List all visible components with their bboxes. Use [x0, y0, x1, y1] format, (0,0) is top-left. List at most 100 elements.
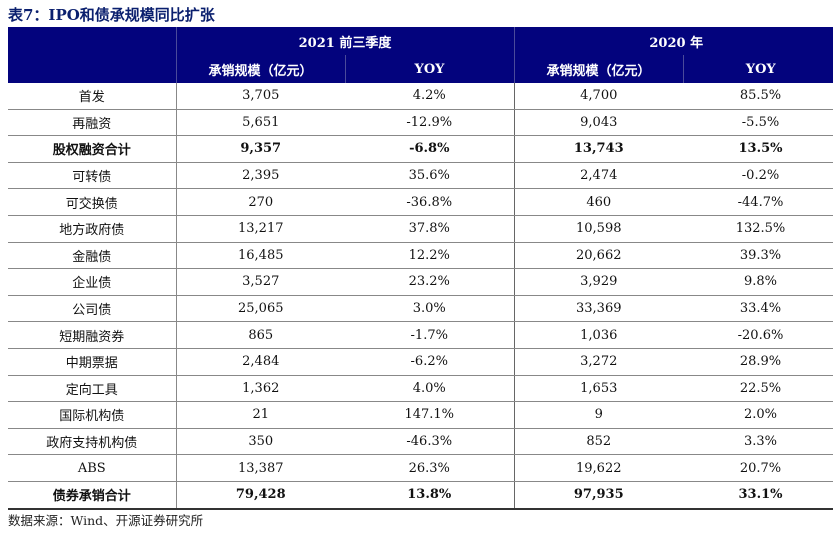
yoy-2021: 23.2%: [345, 268, 514, 296]
row-label: 中期票据: [8, 348, 176, 376]
yoy-2021: 4.0%: [345, 375, 514, 403]
table-row: 短期融资券 865 -1.7% 1,036 -20.6%: [8, 321, 833, 349]
table-row: 股权融资合计 9,357 -6.8% 13,743 13.5%: [8, 135, 833, 163]
yoy-2020: 3.3%: [683, 428, 833, 456]
yoy-2021: 12.2%: [345, 242, 514, 270]
amount-2020: 20,662: [513, 242, 683, 270]
yoy-2021: -1.7%: [345, 321, 514, 349]
yoy-2020: 20.7%: [683, 454, 833, 482]
yoy-2020: 33.4%: [683, 295, 833, 323]
yoy-2021: -12.9%: [345, 109, 514, 137]
amount-2020: 4,700: [513, 83, 683, 110]
yoy-2020: 13.5%: [683, 135, 833, 163]
row-label: 金融债: [8, 242, 176, 270]
table-row: ABS 13,387 26.3% 19,622 20.7%: [8, 454, 833, 482]
yoy-2021: 4.2%: [345, 83, 514, 110]
header-2021: 2021 前三季度: [175, 27, 514, 55]
row-label: 可交换债: [8, 188, 176, 216]
table-row: 地方政府债 13,217 37.8% 10,598 132.5%: [8, 215, 833, 243]
amount-2020: 33,369: [513, 295, 683, 323]
yoy-2021: -46.3%: [345, 428, 514, 456]
amount-2020: 460: [513, 188, 683, 216]
header-row-periods: 2021 前三季度 2020 年: [8, 27, 833, 55]
row-label: 首发: [8, 83, 176, 110]
row-label: 短期融资券: [8, 321, 176, 349]
table-row: 再融资 5,651 -12.9% 9,043 -5.5%: [8, 109, 833, 137]
yoy-2021: 35.6%: [345, 162, 514, 190]
table-title: 表7：IPO和债承规模同比扩张: [8, 6, 215, 24]
amount-2021: 2,484: [175, 348, 345, 376]
yoy-2021: 147.1%: [345, 401, 514, 429]
amount-2021: 5,651: [175, 109, 345, 137]
yoy-2020: -20.6%: [683, 321, 833, 349]
amount-2020: 1,653: [513, 375, 683, 403]
yoy-2020: -44.7%: [683, 188, 833, 216]
header-yoy-2021: YOY: [344, 55, 514, 83]
yoy-2020: -0.2%: [683, 162, 833, 190]
table-row: 中期票据 2,484 -6.2% 3,272 28.9%: [8, 348, 833, 376]
yoy-2020: 39.3%: [683, 242, 833, 270]
amount-2020: 852: [513, 428, 683, 456]
table-row: 首发 3,705 4.2% 4,700 85.5%: [8, 83, 833, 110]
underwriting-table: 2021 前三季度 2020 年 承销规模（亿元） YOY 承销规模（亿元） Y…: [8, 27, 833, 510]
table-row: 金融债 16,485 12.2% 20,662 39.3%: [8, 242, 833, 270]
yoy-2020: 2.0%: [683, 401, 833, 429]
row-label: 国际机构债: [8, 401, 176, 429]
amount-2021: 13,217: [175, 215, 345, 243]
table-row: 定向工具 1,362 4.0% 1,653 22.5%: [8, 375, 833, 403]
amount-2020: 1,036: [513, 321, 683, 349]
yoy-2021: 26.3%: [345, 454, 514, 482]
amount-2021: 350: [175, 428, 345, 456]
amount-2020: 13,743: [513, 135, 683, 163]
amount-2021: 13,387: [175, 454, 345, 482]
yoy-2020: 9.8%: [683, 268, 833, 296]
row-label: 公司债: [8, 295, 176, 323]
amount-2021: 2,395: [175, 162, 345, 190]
amount-2021: 3,705: [175, 83, 345, 110]
amount-2020: 2,474: [513, 162, 683, 190]
yoy-2020: 85.5%: [683, 83, 833, 110]
amount-2020: 19,622: [513, 454, 683, 482]
header-blank: [8, 27, 176, 55]
table-row: 公司债 25,065 3.0% 33,369 33.4%: [8, 295, 833, 323]
amount-2020: 3,929: [513, 268, 683, 296]
amount-2021: 9,357: [175, 135, 345, 163]
amount-2021: 16,485: [175, 242, 345, 270]
amount-2021: 21: [175, 401, 345, 429]
row-label: 定向工具: [8, 375, 176, 403]
yoy-2021: 3.0%: [345, 295, 514, 323]
amount-2020: 97,935: [513, 481, 683, 510]
amount-2020: 9,043: [513, 109, 683, 137]
header-amount-2021: 承销规模（亿元）: [175, 55, 345, 83]
yoy-2020: 33.1%: [683, 481, 833, 510]
yoy-2020: -5.5%: [683, 109, 833, 137]
row-label: 再融资: [8, 109, 176, 137]
amount-2021: 270: [175, 188, 345, 216]
header-blank: [8, 55, 176, 83]
amount-2020: 3,272: [513, 348, 683, 376]
yoy-2021: 37.8%: [345, 215, 514, 243]
row-label: 可转债: [8, 162, 176, 190]
yoy-2020: 132.5%: [683, 215, 833, 243]
table-row: 债券承销合计 79,428 13.8% 97,935 33.1%: [8, 481, 833, 510]
yoy-2021: -6.8%: [345, 135, 514, 163]
yoy-2021: 13.8%: [345, 481, 514, 510]
row-label: 企业债: [8, 268, 176, 296]
table-row: 政府支持机构债 350 -46.3% 852 3.3%: [8, 428, 833, 456]
header-amount-2020: 承销规模（亿元）: [513, 55, 683, 83]
row-label: 政府支持机构债: [8, 428, 176, 456]
yoy-2020: 28.9%: [683, 348, 833, 376]
row-label: 股权融资合计: [8, 135, 176, 163]
source-note: 数据来源：Wind、开源证券研究所: [8, 513, 204, 528]
amount-2021: 865: [175, 321, 345, 349]
row-label: 地方政府债: [8, 215, 176, 243]
yoy-2021: -6.2%: [345, 348, 514, 376]
header-2020: 2020 年: [513, 27, 833, 55]
header-row-columns: 承销规模（亿元） YOY 承销规模（亿元） YOY: [8, 55, 833, 83]
header-yoy-2020: YOY: [682, 55, 833, 83]
amount-2020: 9: [513, 401, 683, 429]
amount-2021: 1,362: [175, 375, 345, 403]
yoy-2021: -36.8%: [345, 188, 514, 216]
table-row: 国际机构债 21 147.1% 9 2.0%: [8, 401, 833, 429]
amount-2021: 3,527: [175, 268, 345, 296]
